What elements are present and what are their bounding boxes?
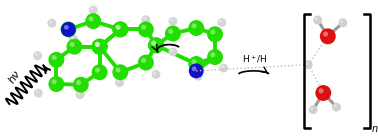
Circle shape [73, 77, 89, 93]
Circle shape [152, 70, 161, 79]
Circle shape [67, 39, 82, 55]
Circle shape [77, 92, 80, 95]
Circle shape [36, 90, 39, 93]
Circle shape [141, 58, 146, 63]
Circle shape [188, 20, 204, 36]
Circle shape [92, 64, 108, 80]
Text: H$^+$/H: H$^+$/H [242, 53, 268, 65]
Circle shape [116, 25, 121, 30]
Circle shape [95, 68, 100, 73]
Circle shape [168, 29, 173, 34]
Circle shape [60, 21, 76, 37]
Circle shape [219, 64, 228, 73]
Circle shape [151, 41, 156, 46]
Circle shape [48, 76, 64, 92]
Circle shape [153, 72, 156, 75]
Circle shape [138, 21, 154, 37]
Circle shape [165, 26, 181, 42]
Circle shape [52, 55, 57, 60]
Circle shape [192, 23, 197, 28]
Circle shape [338, 18, 347, 27]
Circle shape [148, 37, 164, 53]
Circle shape [49, 21, 52, 23]
Circle shape [33, 51, 42, 60]
Circle shape [91, 7, 93, 10]
Circle shape [210, 52, 215, 57]
Text: n: n [372, 124, 378, 134]
Circle shape [207, 49, 223, 65]
Circle shape [52, 79, 57, 84]
Circle shape [116, 68, 121, 73]
Circle shape [70, 42, 75, 47]
Circle shape [141, 25, 146, 30]
Circle shape [34, 89, 43, 97]
Circle shape [143, 17, 146, 20]
Circle shape [309, 105, 318, 114]
Circle shape [48, 52, 64, 68]
Circle shape [313, 16, 322, 24]
Circle shape [138, 55, 154, 71]
Circle shape [71, 37, 74, 39]
Circle shape [310, 107, 313, 110]
Circle shape [112, 21, 128, 37]
Circle shape [76, 80, 81, 85]
Circle shape [92, 39, 108, 55]
Circle shape [170, 19, 173, 22]
Circle shape [192, 59, 197, 64]
Circle shape [219, 20, 222, 23]
Circle shape [192, 66, 197, 71]
Circle shape [47, 19, 56, 28]
Circle shape [315, 85, 331, 101]
Circle shape [315, 17, 318, 20]
Circle shape [195, 73, 198, 76]
Circle shape [64, 25, 69, 30]
Circle shape [95, 42, 100, 47]
Circle shape [151, 41, 156, 46]
Circle shape [76, 90, 85, 99]
Circle shape [207, 26, 223, 42]
Circle shape [92, 39, 108, 55]
Circle shape [85, 13, 101, 29]
Circle shape [61, 22, 76, 37]
Circle shape [112, 64, 128, 80]
Circle shape [116, 25, 121, 30]
Circle shape [304, 60, 313, 69]
Circle shape [210, 29, 215, 35]
Circle shape [169, 17, 177, 26]
Circle shape [221, 65, 224, 68]
Circle shape [340, 20, 343, 23]
Circle shape [88, 16, 93, 21]
Circle shape [115, 78, 124, 87]
Circle shape [332, 103, 341, 112]
Circle shape [117, 80, 120, 83]
Circle shape [189, 63, 204, 78]
Text: hν: hν [6, 69, 22, 85]
Circle shape [169, 47, 177, 56]
Circle shape [95, 42, 100, 47]
Circle shape [334, 104, 337, 107]
Circle shape [323, 32, 328, 37]
Circle shape [148, 37, 164, 53]
Circle shape [95, 42, 100, 47]
Circle shape [89, 6, 98, 15]
Circle shape [35, 53, 38, 56]
Circle shape [319, 88, 324, 93]
Circle shape [217, 18, 226, 27]
Circle shape [194, 72, 203, 81]
Circle shape [305, 62, 308, 65]
Circle shape [70, 35, 79, 44]
Circle shape [320, 28, 336, 44]
Circle shape [188, 56, 204, 72]
Circle shape [92, 39, 108, 55]
Circle shape [64, 25, 69, 30]
Circle shape [112, 21, 128, 37]
Circle shape [170, 49, 173, 52]
Circle shape [141, 15, 150, 24]
